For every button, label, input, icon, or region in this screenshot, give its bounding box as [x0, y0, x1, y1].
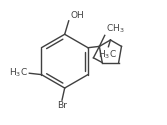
Text: OH: OH [70, 10, 84, 20]
Text: CH$_3$: CH$_3$ [106, 22, 125, 35]
Text: Br: Br [57, 102, 67, 110]
Text: H$_3$C: H$_3$C [98, 49, 117, 61]
Text: H$_3$C: H$_3$C [9, 67, 28, 80]
